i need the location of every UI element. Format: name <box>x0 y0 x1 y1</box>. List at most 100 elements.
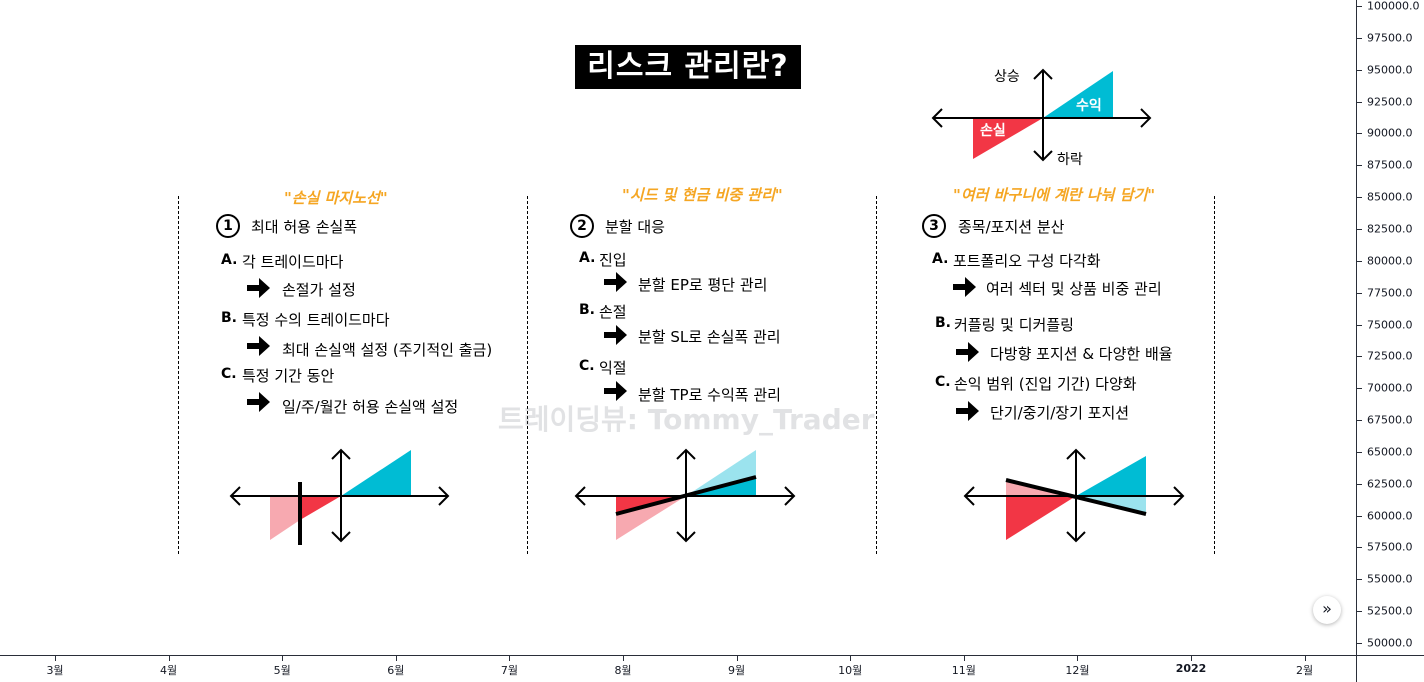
price-tick <box>1357 388 1362 390</box>
price-tick <box>1357 324 1362 326</box>
price-tick <box>1357 228 1362 230</box>
item-text: 특정 수의 트레이드마다 <box>242 311 390 329</box>
time-tick <box>395 656 397 661</box>
price-label: 82500.0 <box>1367 222 1413 236</box>
price-label: 72500.0 <box>1367 349 1413 363</box>
section-number-badge: 1 <box>216 214 240 238</box>
price-label: 100000.0 <box>1367 0 1420 13</box>
legend-loss-label: 손실 <box>980 123 1006 139</box>
item-detail: 최대 손실액 설정 (주기적인 출금) <box>282 341 493 359</box>
watermark: 트레이딩뷰: Tommy_Trader <box>498 403 875 436</box>
double-chevron-right-icon[interactable]: » <box>1313 596 1341 624</box>
price-tick <box>1357 547 1362 549</box>
divider-line <box>527 196 528 554</box>
item-detail: 손절가 설정 <box>282 281 356 299</box>
time-tick <box>736 656 738 661</box>
price-tick <box>1357 197 1362 199</box>
price-label: 52500.0 <box>1367 604 1413 618</box>
time-label: 9월 <box>728 664 746 677</box>
section-heading: 최대 허용 손실폭 <box>251 218 358 236</box>
price-tick <box>1357 37 1362 39</box>
item-letter: A. <box>221 252 238 268</box>
item-text: 각 트레이드마다 <box>242 253 344 271</box>
item-letter: C. <box>221 366 237 382</box>
time-label: 2월 <box>1296 664 1314 677</box>
time-tick <box>509 656 511 661</box>
time-tick <box>963 656 965 661</box>
time-label: 6월 <box>387 664 405 677</box>
item-text: 진입 <box>599 251 627 269</box>
price-tick <box>1357 165 1362 167</box>
item-text: 커플링 및 디커플링 <box>954 316 1074 334</box>
time-tick <box>1077 656 1079 661</box>
price-label: 87500.0 <box>1367 158 1413 172</box>
arrow-right-icon <box>247 278 270 298</box>
legend-loss-area <box>973 118 1043 159</box>
time-label: 5월 <box>273 664 291 677</box>
price-label: 97500.0 <box>1367 31 1413 45</box>
arrow-right-icon <box>247 336 270 356</box>
price-label: 80000.0 <box>1367 254 1413 268</box>
stop-loss-diagram <box>229 448 450 545</box>
divider-line <box>178 196 179 554</box>
arrow-right-icon <box>604 381 627 401</box>
price-label: 70000.0 <box>1367 381 1413 395</box>
item-detail: 분할 TP로 수익폭 관리 <box>638 386 781 404</box>
price-label: 90000.0 <box>1367 126 1413 140</box>
section-subtitle: "시드 및 현금 비중 관리" <box>622 186 783 204</box>
time-tick <box>1304 656 1306 661</box>
price-scale[interactable]: 100000.0 97500.0 95000.0 92500.0 90000.0 8750… <box>1356 0 1424 655</box>
time-label: 12월 <box>1065 664 1090 677</box>
price-tick <box>1357 133 1362 135</box>
legend-profit-label: 수익 <box>1076 98 1102 114</box>
price-label: 85000.0 <box>1367 190 1413 204</box>
time-tick <box>1191 656 1192 661</box>
page-title: 리스크 관리란? <box>575 45 801 89</box>
arrow-right-icon <box>247 392 270 412</box>
item-letter: B. <box>221 310 237 326</box>
price-label: 57500.0 <box>1367 540 1413 554</box>
scale-corner <box>1356 655 1424 682</box>
price-label: 50000.0 <box>1367 636 1413 650</box>
item-detail: 여러 섹터 및 상품 비중 관리 <box>986 280 1162 298</box>
price-label: 77500.0 <box>1367 286 1413 300</box>
item-letter: C. <box>935 374 951 390</box>
price-label: 62500.0 <box>1367 477 1413 491</box>
price-tick <box>1357 515 1362 517</box>
item-detail: 다방향 포지션 & 다양한 배율 <box>990 345 1173 363</box>
item-text: 손절 <box>599 303 627 321</box>
legend-up-label: 상승 <box>994 69 1020 85</box>
time-scale[interactable]: 3월 4월 5월 6월 7월 8월 9월 10월 11월 12월 2022 2월 <box>0 655 1356 682</box>
chart-area[interactable]: 리스크 관리란? 상승 하락 수익 손실 "손실 마지노선" 1 최대 허용 손… <box>0 0 1356 655</box>
price-label: 67500.0 <box>1367 413 1413 427</box>
time-tick <box>168 656 170 661</box>
price-label: 92500.0 <box>1367 95 1413 109</box>
item-text: 익절 <box>599 359 627 377</box>
section-number-badge: 2 <box>570 214 594 238</box>
time-label: 4월 <box>160 664 178 677</box>
time-label: 8월 <box>614 664 632 677</box>
item-text: 특정 기간 동안 <box>242 367 335 385</box>
price-tick <box>1357 292 1362 294</box>
item-detail: 분할 EP로 평단 관리 <box>638 276 768 294</box>
item-letter: B. <box>579 302 595 318</box>
time-tick <box>623 656 624 661</box>
divider-line <box>1214 196 1215 554</box>
section-subtitle: "여러 바구니에 계란 나눠 담기" <box>953 186 1156 204</box>
diversification-diagram <box>963 448 1185 543</box>
price-label: 65000.0 <box>1367 445 1413 459</box>
legend-diagram <box>931 68 1152 162</box>
price-tick <box>1357 101 1362 103</box>
time-label: 3월 <box>46 664 64 677</box>
arrow-right-icon <box>604 272 627 292</box>
item-letter: B. <box>935 315 951 331</box>
time-label: 11월 <box>951 664 976 677</box>
item-detail: 단기/중기/장기 포지션 <box>990 404 1130 422</box>
price-tick <box>1357 451 1362 453</box>
time-label: 2022 <box>1175 662 1207 675</box>
price-label: 60000.0 <box>1367 509 1413 523</box>
item-letter: A. <box>579 250 596 266</box>
price-label: 75000.0 <box>1367 318 1413 331</box>
time-label: 10월 <box>838 664 863 677</box>
item-text: 손익 범위 (진입 기간) 다양화 <box>954 375 1137 393</box>
